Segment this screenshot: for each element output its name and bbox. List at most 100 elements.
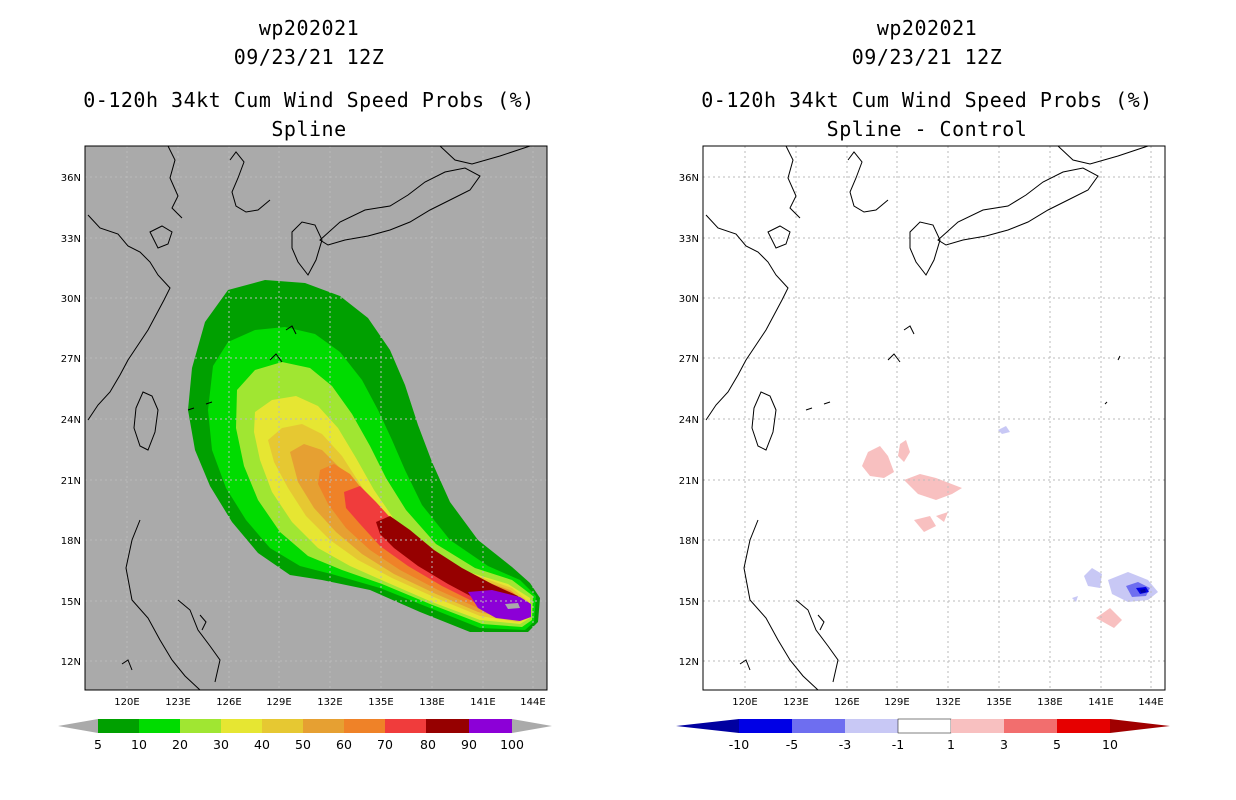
right-lon-labels: 120E 123E 126E 129E 132E 135E 138E 141E … bbox=[732, 697, 1163, 708]
right-map: 36N 33N 30N 27N 24N 21N 18N 15N 12N 120E… bbox=[676, 145, 1170, 752]
lon-label-135e: 135E bbox=[986, 697, 1011, 708]
right-product-title: 0-120h 34kt Cum Wind Speed Probs (%) bbox=[701, 88, 1153, 112]
colorbar-label-60: 60 bbox=[336, 737, 352, 752]
diff-label-neg10: -10 bbox=[729, 737, 749, 752]
left-map-frame bbox=[84, 145, 548, 691]
colorbar-label-80: 80 bbox=[420, 737, 436, 752]
lon-label-120e: 120E bbox=[114, 697, 139, 708]
lat-label-36n: 36N bbox=[679, 173, 699, 184]
lon-label-129e: 129E bbox=[266, 697, 291, 708]
diff-neg-2 bbox=[1084, 568, 1102, 588]
diff-pos-2 bbox=[898, 440, 910, 462]
right-map-frame bbox=[702, 145, 1166, 691]
colorbar-swatch-60-70 bbox=[344, 719, 385, 733]
lon-label-126e: 126E bbox=[834, 697, 859, 708]
colorbar-swatch-90-100 bbox=[469, 719, 512, 733]
colorbar-label-100: 100 bbox=[500, 737, 524, 752]
colorbar-label-10: 10 bbox=[131, 737, 147, 752]
left-lon-labels: 120E 123E 126E 129E 132E 135E 138E 141E … bbox=[114, 697, 545, 708]
colorbar-label-5: 5 bbox=[94, 737, 102, 752]
lon-label-135e: 135E bbox=[368, 697, 393, 708]
colorbar-swatch-20-30 bbox=[180, 719, 221, 733]
lat-label-33n: 33N bbox=[61, 234, 81, 245]
left-storm-id: wp202021 bbox=[258, 16, 360, 40]
diff-swatch-pos3-pos5 bbox=[1004, 719, 1057, 733]
colorbar-label-70: 70 bbox=[377, 737, 393, 752]
diff-pos-1 bbox=[862, 446, 894, 478]
colorbar-swatch-70-80 bbox=[385, 719, 426, 733]
left-panel: wp202021 09/23/21 12Z 0-120h 34kt Cum Wi… bbox=[58, 16, 552, 752]
lon-label-123e: 123E bbox=[165, 697, 190, 708]
right-method-title: Spline - Control bbox=[826, 117, 1028, 141]
colorbar-upper-arrow bbox=[512, 719, 552, 733]
contour-100 bbox=[505, 603, 520, 609]
lat-label-24n: 24N bbox=[61, 415, 81, 426]
diff-neg-1 bbox=[998, 426, 1010, 434]
diff-label-pos5: 5 bbox=[1053, 737, 1061, 752]
diff-label-pos3: 3 bbox=[1000, 737, 1008, 752]
lat-label-30n: 30N bbox=[679, 294, 699, 305]
diff-pos-6 bbox=[1096, 608, 1122, 628]
diff-swatch-neg1-pos1 bbox=[897, 718, 952, 734]
lat-label-36n: 36N bbox=[61, 173, 81, 184]
diff-swatch-pos5-pos10 bbox=[1057, 719, 1110, 733]
contour-90 bbox=[468, 590, 531, 621]
lat-label-27n: 27N bbox=[679, 354, 699, 365]
colorbar-label-40: 40 bbox=[254, 737, 270, 752]
probability-contours bbox=[188, 280, 540, 632]
left-lat-labels: 36N 33N 30N 27N 24N 21N 18N 15N 12N bbox=[61, 173, 81, 668]
diff-neg-7 bbox=[1072, 596, 1078, 602]
lat-label-12n: 12N bbox=[61, 657, 81, 668]
diff-map-background bbox=[703, 146, 1165, 690]
lon-label-123e: 123E bbox=[783, 697, 808, 708]
colorbar-swatch-80-90 bbox=[426, 719, 469, 733]
lat-label-18n: 18N bbox=[679, 536, 699, 547]
right-gridlines bbox=[703, 146, 1165, 690]
diff-pos-5 bbox=[936, 512, 948, 522]
diff-label-neg1: -1 bbox=[892, 737, 904, 752]
diff-swatch-neg3-neg1 bbox=[845, 719, 898, 733]
diff-label-pos1: 1 bbox=[947, 737, 955, 752]
left-method-title: Spline bbox=[271, 117, 347, 141]
lon-label-126e: 126E bbox=[216, 697, 241, 708]
lon-label-132e: 132E bbox=[935, 697, 960, 708]
right-storm-id: wp202021 bbox=[876, 16, 978, 40]
colorbar-label-30: 30 bbox=[213, 737, 229, 752]
colorbar-swatch-30-40 bbox=[221, 719, 262, 733]
left-colorbar: 5 10 20 30 40 50 60 70 80 90 100 bbox=[58, 719, 552, 752]
lat-label-24n: 24N bbox=[679, 415, 699, 426]
lon-label-141e: 141E bbox=[1088, 697, 1113, 708]
diff-pos-4 bbox=[914, 516, 936, 532]
diff-label-pos10: 10 bbox=[1102, 737, 1118, 752]
right-lat-labels: 36N 33N 30N 27N 24N 21N 18N 15N 12N bbox=[679, 173, 699, 668]
right-colorbar: -10 -5 -3 -1 1 3 5 10 bbox=[676, 718, 1170, 752]
colorbar-lower-arrow bbox=[58, 719, 98, 733]
diff-swatch-neg10-neg5 bbox=[739, 719, 792, 733]
left-gridlines bbox=[85, 146, 547, 690]
lon-label-132e: 132E bbox=[317, 697, 342, 708]
diff-colorbar-lower-arrow bbox=[676, 719, 739, 733]
diff-label-neg3: -3 bbox=[839, 737, 851, 752]
diff-colorbar-upper-arrow bbox=[1110, 719, 1170, 733]
left-product-title: 0-120h 34kt Cum Wind Speed Probs (%) bbox=[83, 88, 535, 112]
lon-label-129e: 129E bbox=[884, 697, 909, 708]
lon-label-120e: 120E bbox=[732, 697, 757, 708]
colorbar-swatch-40-50 bbox=[262, 719, 303, 733]
lat-label-30n: 30N bbox=[61, 294, 81, 305]
lat-label-15n: 15N bbox=[679, 597, 699, 608]
left-coastlines bbox=[87, 146, 531, 690]
lat-label-27n: 27N bbox=[61, 354, 81, 365]
colorbar-label-50: 50 bbox=[295, 737, 311, 752]
lon-label-138e: 138E bbox=[419, 697, 444, 708]
right-datetime: 09/23/21 12Z bbox=[851, 45, 1003, 69]
right-panel: wp202021 09/23/21 12Z 0-120h 34kt Cum Wi… bbox=[618, 0, 1236, 800]
diff-neg-6 bbox=[1140, 589, 1146, 593]
lat-label-15n: 15N bbox=[61, 597, 81, 608]
colorbar-label-20: 20 bbox=[172, 737, 188, 752]
lon-label-141e: 141E bbox=[470, 697, 495, 708]
lat-label-21n: 21N bbox=[679, 476, 699, 487]
lat-label-12n: 12N bbox=[679, 657, 699, 668]
lat-label-33n: 33N bbox=[679, 234, 699, 245]
colorbar-swatch-5-10 bbox=[98, 719, 139, 733]
lat-label-18n: 18N bbox=[61, 536, 81, 547]
